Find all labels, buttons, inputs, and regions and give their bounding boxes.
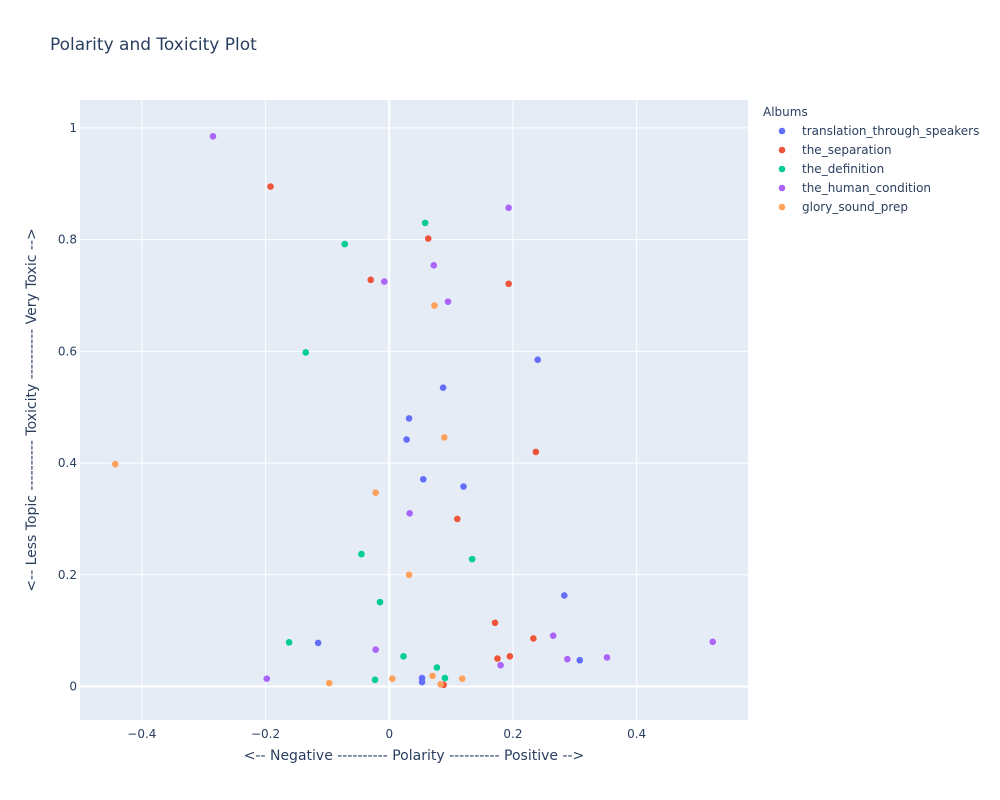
x-tick-label: 0.2 [503,727,522,741]
data-point [406,510,413,517]
data-point [418,678,426,686]
series-translation-through-speakers [314,356,584,686]
data-point [494,655,501,662]
data-point [263,675,271,682]
data-point [372,646,379,653]
y-gridlines [80,127,748,576]
x-tick-label: 0.4 [627,727,646,741]
data-point [381,278,388,285]
data-point [285,639,293,646]
legend-title: Albums [763,105,808,119]
data-point [468,555,476,563]
x-tick-label: 0 [385,727,393,741]
data-point [367,276,375,284]
data-point [576,656,584,664]
data-point [267,183,274,190]
legend[interactable]: Albums translation_through_speakers the_s… [763,105,979,214]
y-tick-label: 0 [69,679,77,693]
legend-label: the_separation [802,143,892,157]
data-point [389,675,396,682]
legend-item-the-separation[interactable]: the_separation [778,143,892,157]
data-point [419,475,427,483]
data-point [497,661,504,669]
data-point [505,280,512,288]
legend-marker [778,203,786,211]
series-the-human-condition [209,133,717,682]
legend-label: translation_through_speakers [802,124,979,138]
series-the-definition [285,219,476,684]
data-point [325,679,333,687]
y-axis-title: <-- Less Topic ---------- Toxicity -----… [24,228,40,591]
data-point [437,680,444,688]
data-point [441,434,448,441]
data-point [376,598,384,606]
data-point [439,384,447,391]
data-point [603,654,611,661]
data-point [430,262,438,269]
scatter-points [111,133,717,689]
data-point [561,592,568,599]
legend-item-glory-sound-prep[interactable]: glory_sound_prep [778,200,908,214]
y-tick-label: 0.4 [58,456,77,470]
legend-item-the-definition[interactable]: the_definition [778,162,884,176]
data-point [491,619,499,627]
data-point [530,635,537,642]
data-point [400,653,407,660]
y-tick-label: 0.6 [58,344,77,358]
data-point [358,550,365,558]
data-point [534,356,542,364]
data-point [532,448,540,456]
data-point [709,638,717,646]
zero-lines [80,100,748,720]
legend-marker [778,184,786,192]
data-point [458,675,466,682]
data-point [441,674,449,682]
legend-marker [778,127,786,135]
data-point [424,235,432,242]
x-tick-label: −0.2 [251,727,280,741]
legend-marker [778,146,786,154]
y-tick-label: 0.2 [58,568,77,582]
data-point [506,653,514,660]
y-tick-label: 0.8 [58,233,77,247]
chart-title: Polarity and Toxicity Plot [50,35,257,55]
data-point [405,415,413,422]
data-point [505,204,512,212]
series-the-separation [267,183,540,689]
data-point [549,632,557,639]
legend-item-translation-through-speakers[interactable]: translation_through_speakers [778,124,980,138]
data-point [429,672,436,680]
data-point [209,133,217,140]
legend-item-the-human-condition[interactable]: the_human_condition [778,181,931,195]
plot-area [80,100,748,720]
data-point [421,219,429,227]
data-point [460,483,467,490]
x-tick-label: −0.4 [127,727,156,741]
data-point [403,436,410,443]
x-axis-title: <-- Negative ---------- Polarity -------… [244,748,585,764]
series-glory-sound-prep [111,302,466,688]
data-point [371,676,379,684]
data-point [433,664,441,671]
legend-label: the_definition [802,162,884,176]
legend-label: the_human_condition [802,181,931,195]
x-gridlines [141,100,638,720]
x-tick-labels: −0.4 −0.2 0 0.2 0.4 [127,727,646,741]
legend-marker [778,165,786,173]
data-point [372,489,379,496]
data-point [302,349,310,356]
data-point [431,302,438,309]
data-point [405,571,413,579]
data-point [453,515,461,523]
data-point [111,460,119,468]
data-point [444,298,452,305]
y-tick-label: 1 [69,121,77,135]
legend-label: glory_sound_prep [802,200,908,214]
y-tick-labels: 0 0.2 0.4 0.6 0.8 1 [58,121,77,694]
data-point [341,240,349,248]
data-point [314,639,322,647]
data-point [564,655,571,663]
